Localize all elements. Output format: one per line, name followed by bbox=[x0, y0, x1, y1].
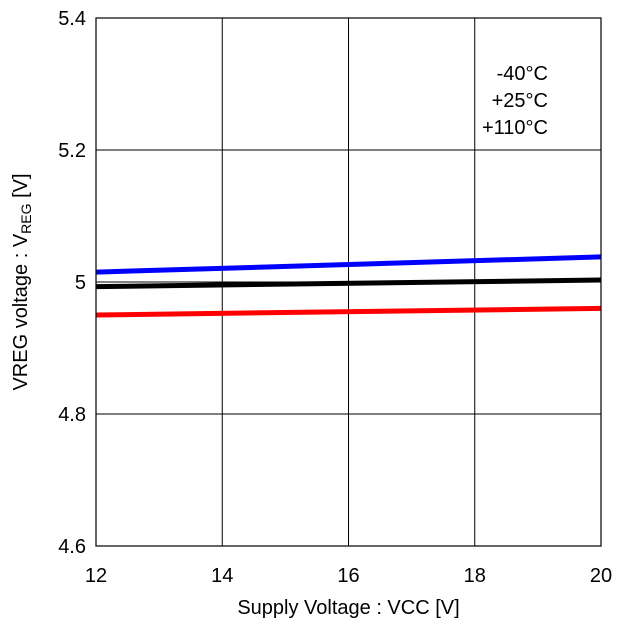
x-tick-label: 16 bbox=[337, 565, 359, 587]
series-lines bbox=[95, 254, 602, 318]
y-tick-label: 5.4 bbox=[58, 8, 86, 30]
x-axis-tick-labels: 12 14 16 18 20 bbox=[85, 565, 612, 587]
y-tick-label: 4.8 bbox=[58, 404, 86, 426]
plot-frame bbox=[95, 17, 602, 547]
x-tick-label: 14 bbox=[211, 565, 233, 587]
y-tick-label: 4.6 bbox=[58, 536, 86, 558]
legend-label: -40°C bbox=[497, 63, 548, 85]
y-axis-title-subscript: REG bbox=[18, 203, 34, 233]
x-tick-label: 20 bbox=[590, 565, 612, 587]
x-tick-label: 12 bbox=[85, 565, 107, 587]
series-line-2 bbox=[95, 277, 602, 290]
y-axis-title-main: VREG voltage : V bbox=[10, 233, 32, 390]
y-axis-tick-labels: 4.6 4.8 5 5.2 5.4 bbox=[58, 8, 86, 558]
x-tick-label: 18 bbox=[464, 565, 486, 587]
y-axis-title: VREG voltage : VREG [V] bbox=[10, 173, 34, 390]
series-line-3 bbox=[95, 305, 602, 318]
y-tick-label: 5 bbox=[75, 272, 86, 294]
legend-label: +25°C bbox=[492, 90, 548, 112]
legend: -40°C +25°C +110°C bbox=[482, 63, 548, 139]
y-axis-title-suffix: [V] bbox=[10, 173, 32, 203]
x-axis-title: Supply Voltage : VCC [V] bbox=[237, 597, 459, 619]
series-line-1 bbox=[95, 254, 602, 275]
legend-label: +110°C bbox=[482, 117, 548, 139]
y-tick-label: 5.2 bbox=[58, 140, 86, 162]
